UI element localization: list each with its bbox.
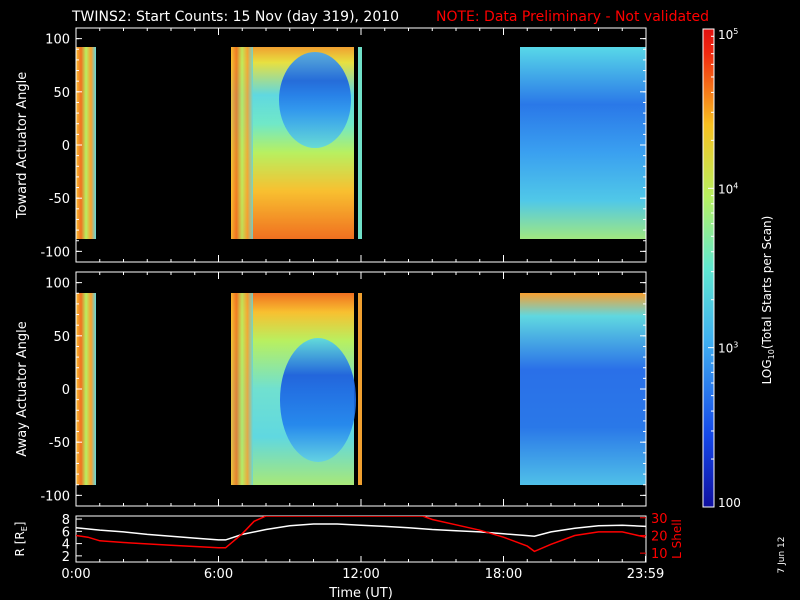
- time-tick-label: 12:00: [342, 567, 379, 582]
- y-tick-label: -50: [49, 192, 70, 207]
- ephemeris-x-ticks: 0:00 6:00 12:00 18:00 23:59: [61, 556, 664, 582]
- away-block-late-sliver: [358, 293, 362, 485]
- y-tick-label: 100: [45, 277, 70, 292]
- colorbar: 105 104 103 100 LOG10(Total Starts per Scan…: [702, 27, 776, 510]
- y-tick-label: 0: [62, 139, 70, 154]
- r-tick-label: 4: [62, 538, 70, 553]
- time-tick-label: 23:59: [627, 567, 664, 582]
- lshell-axis-label: L Shell: [670, 519, 684, 559]
- y-tick-label: -100: [40, 489, 70, 504]
- time-tick-label: 0:00: [61, 567, 90, 582]
- toward-block-late: [520, 47, 646, 239]
- away-block-mid-stripes: [231, 293, 253, 485]
- lshell-tick-label: 30: [651, 512, 668, 527]
- toward-low-count-region: [279, 52, 351, 148]
- colorbar-label: LOG10(Total Starts per Scan): [760, 216, 776, 385]
- toward-panel: 100 50 0 -50 -100 Toward Actuator Angle: [15, 27, 647, 263]
- date-stamp: 7 Jun 12: [777, 537, 787, 574]
- y-tick-label: 50: [53, 330, 70, 345]
- colorbar-tick-label: 104: [718, 181, 738, 196]
- away-heatmap: [76, 293, 646, 485]
- toward-y-ticks: 100 50 0 -50 -100: [40, 28, 647, 262]
- toward-heatmap: [76, 47, 646, 239]
- y-tick-label: -100: [40, 245, 70, 260]
- r-axis-label: R [RE]: [13, 522, 29, 557]
- time-axis-label: Time (UT): [328, 586, 393, 600]
- toward-y-label: Toward Actuator Angle: [15, 72, 30, 219]
- away-panel: 100 50 0 -50 -100 Away Actuator Angle: [15, 271, 647, 507]
- away-low-count-region: [280, 338, 356, 462]
- away-y-label: Away Actuator Angle: [15, 321, 30, 456]
- y-tick-label: -50: [49, 436, 70, 451]
- y-tick-label: 50: [53, 86, 70, 101]
- r-axis-label-subscript: E: [20, 526, 29, 531]
- y-tick-label: 100: [45, 33, 70, 48]
- y-tick-label: 0: [62, 383, 70, 398]
- away-block-early: [76, 293, 96, 485]
- r-series-line: [76, 523, 646, 541]
- lshell-tick-label: 10: [651, 547, 668, 562]
- colorbar-label-rest: (Total Starts per Scan): [760, 216, 774, 350]
- lshell-tick-label: 20: [651, 529, 668, 544]
- ephemeris-axes-frame: [75, 515, 647, 563]
- r-axis-label-close: ]: [13, 522, 27, 527]
- lshell-series-line: [76, 516, 646, 553]
- preliminary-note: NOTE: Data Preliminary - Not validated: [436, 9, 709, 25]
- toward-block-early: [76, 47, 96, 239]
- ephemeris-right-ticks: 30 20 10: [640, 512, 668, 562]
- away-y-ticks: 100 50 0 -50 -100: [40, 272, 647, 506]
- r-tick-label: 6: [62, 525, 70, 540]
- colorbar-tick-label: 100: [718, 496, 741, 510]
- colorbar-gradient: [702, 28, 715, 508]
- r-tick-label: 2: [62, 550, 70, 565]
- figure-title: TWINS2: Start Counts: 15 Nov (day 319), …: [71, 9, 399, 25]
- ephemeris-lines: [76, 516, 646, 553]
- time-tick-label: 6:00: [204, 567, 233, 582]
- toward-block-late-sliver: [358, 47, 362, 239]
- colorbar-ticks: 105 104 103 100: [708, 27, 741, 510]
- away-block-late: [520, 293, 646, 485]
- colorbar-tick-label: 103: [718, 341, 738, 356]
- toward-block-mid-stripes: [231, 47, 253, 239]
- r-tick-label: 8: [62, 513, 70, 528]
- time-tick-label: 18:00: [485, 567, 522, 582]
- colorbar-label-subscript: 10: [767, 349, 776, 359]
- colorbar-tick-label: 105: [718, 27, 738, 42]
